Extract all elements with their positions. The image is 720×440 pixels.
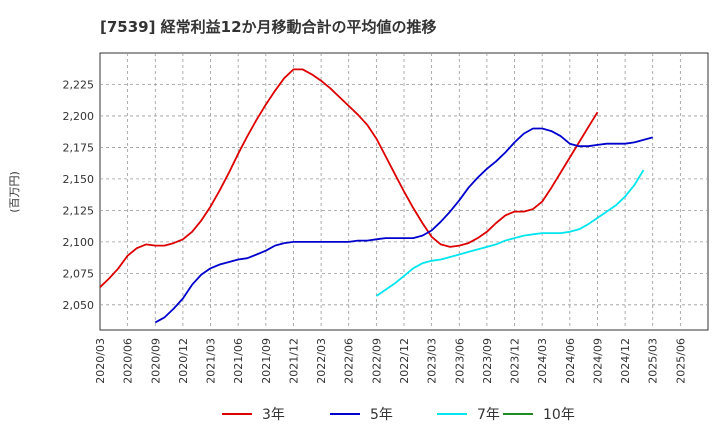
y-tick-label: 2,075 [63,267,95,280]
series-line-3年 [99,68,599,288]
y-tick-label: 2,150 [63,173,95,186]
y-tick-label: 2,225 [63,78,95,91]
legend-label: 5年 [370,407,393,423]
x-tick-label: 2023/12 [509,338,522,384]
x-tick-label: 2023/06 [453,338,466,384]
x-tick-label: 2020/12 [177,338,190,384]
x-tick-label: 2021/12 [287,338,300,384]
y-tick-label: 2,100 [63,236,95,249]
x-tick-label: 2024/12 [619,338,632,384]
x-tick-label: 2024/09 [591,338,604,384]
x-tick-label: 2020/06 [122,338,135,384]
series-layer [99,68,653,324]
legend-label: 10年 [543,407,575,423]
legend: 3年 5年 7年 10年 [222,407,575,423]
x-tick-label: 2021/03 [205,338,218,384]
x-tick-label: 2021/06 [232,338,245,384]
x-tick-label: 2022/06 [343,338,356,384]
x-tick-label: 2022/12 [398,338,411,384]
x-tick-label: 2024/06 [564,338,577,384]
x-tick-label: 2021/09 [260,338,273,384]
y-gridlines [100,84,708,306]
x-tick-label: 2022/09 [370,338,383,384]
x-tick-label: 2023/03 [426,338,439,384]
y-tick-labels: 2,050 2,075 2,100 2,125 2,150 2,175 2,200 2,225 [63,78,95,311]
y-axis-label: (百万円) [8,171,21,213]
y-tick-label: 2,050 [63,299,95,312]
y-tick-label: 2,200 [63,110,95,123]
x-tick-label: 2024/03 [536,338,549,384]
legend-label: 7年 [477,407,500,423]
series-line-5年 [154,127,653,324]
x-tick-label: 2025/06 [674,338,687,384]
x-tick-label: 2022/03 [315,338,328,384]
x-tick-labels: 2020/03 2020/06 2020/09 2020/12 2021/03 2021/… [94,338,687,384]
x-tick-label: 2020/09 [149,338,162,384]
y-tick-label: 2,175 [63,141,95,154]
x-tick-label: 2025/03 [647,338,660,384]
legend-label: 3年 [262,407,285,423]
chart-title: [7539] 経常利益12か月移動合計の平均値の推移 [100,18,437,36]
x-tick-label: 2020/03 [94,338,107,384]
series-line-7年 [375,169,645,297]
x-tick-label: 2023/09 [481,338,494,384]
y-tick-label: 2,125 [63,204,95,217]
